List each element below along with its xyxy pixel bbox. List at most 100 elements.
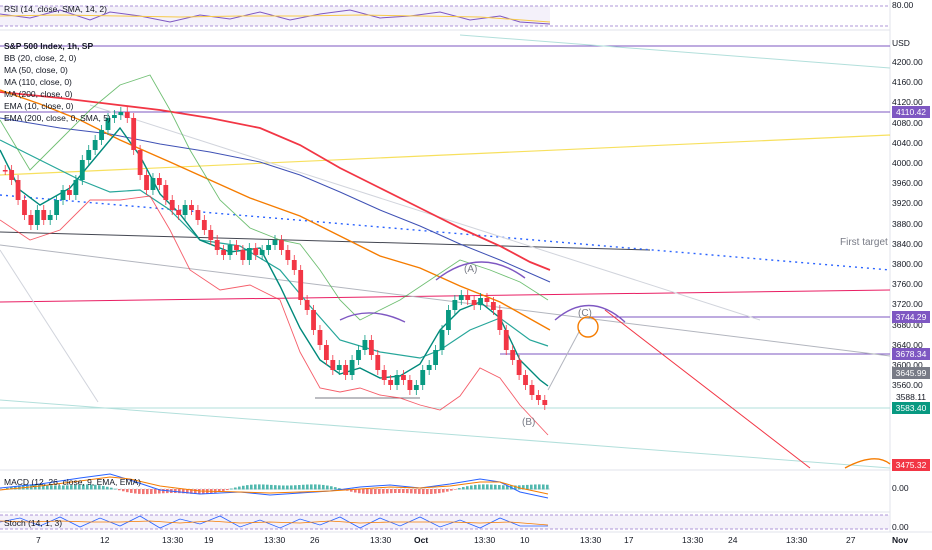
macd-bar — [494, 484, 497, 490]
legend-ema10[interactable]: EMA (10, close, 0) — [4, 101, 74, 111]
candle-body — [2, 170, 8, 172]
candle-body — [240, 250, 246, 260]
main-legend[interactable]: S&P 500 Index, 1h, SP BB (20, close, 2, … — [4, 40, 111, 124]
legend-bb[interactable]: BB (20, close, 2, 0) — [4, 53, 77, 63]
legend-ma200[interactable]: MA (200, close, 0) — [4, 89, 73, 99]
candle-body — [388, 380, 394, 385]
price-axis-tick: 3920.00 — [892, 198, 923, 209]
macd-bar — [446, 489, 449, 492]
price-axis-tick: 3880.00 — [892, 218, 923, 229]
candle-body — [452, 300, 458, 310]
currency-label[interactable]: USD — [892, 38, 910, 48]
macd-bar — [462, 487, 465, 490]
macd-bar — [514, 485, 517, 490]
candle-body — [484, 298, 490, 302]
price-axis-tick: 3960.00 — [892, 178, 923, 189]
macd-bar — [506, 485, 509, 490]
candle-body — [272, 240, 278, 245]
teal-channel-line — [0, 399, 891, 469]
bb-upper-line — [0, 74, 549, 321]
candle-body — [439, 330, 445, 350]
candle-body — [266, 245, 271, 250]
time-axis-tick: 27 — [846, 535, 856, 545]
candle-body — [356, 350, 361, 360]
candle-body — [22, 200, 27, 215]
macd-bar — [226, 489, 229, 491]
macd-bar — [174, 489, 177, 494]
macd-bar — [138, 489, 141, 494]
macd-bar — [190, 489, 193, 494]
candle-body — [298, 270, 304, 300]
macd-bar — [58, 485, 61, 490]
macd-bar — [530, 484, 533, 490]
dotted-blue-trendline — [0, 194, 891, 271]
bb-lower-line — [0, 195, 549, 436]
legend-ma110[interactable]: MA (110, close, 0) — [4, 77, 72, 87]
macd-bar — [314, 484, 317, 490]
candle-body — [407, 380, 413, 390]
candle-body — [221, 250, 227, 255]
macd-bar — [98, 485, 101, 490]
stoch-label[interactable]: Stoch (14, 1, 3) — [4, 518, 63, 528]
macd-bar — [498, 485, 501, 490]
macd-bar — [394, 489, 397, 494]
price-tag-3588: 3588.11 — [892, 391, 930, 403]
macd-bar — [46, 485, 49, 490]
macd-bar — [482, 484, 485, 490]
candle-body — [381, 370, 387, 380]
wave-c-arc — [554, 304, 626, 323]
candle-body — [465, 295, 471, 300]
macd-label[interactable]: MACD (12, 26, close, 9, EMA, EMA) — [4, 477, 141, 487]
macd-bar — [402, 489, 405, 494]
macd-bar — [266, 484, 269, 490]
time-axis-tick: Oct — [414, 535, 429, 545]
macd-bar — [406, 489, 409, 494]
candle-body — [420, 370, 426, 385]
gray-channel-line — [0, 244, 891, 357]
macd-bar — [294, 485, 297, 490]
stoch-axis-label: 0.00 — [892, 522, 909, 532]
macd-bar — [414, 489, 417, 494]
time-axis-tick: 10 — [520, 535, 530, 545]
macd-bar — [158, 489, 161, 494]
macd-bar — [450, 489, 453, 491]
candle-body — [112, 115, 117, 118]
candle-body — [214, 240, 220, 250]
projection-up — [547, 329, 581, 391]
macd-bar — [82, 484, 85, 490]
macd-bar — [418, 489, 421, 494]
macd-bar — [478, 484, 481, 490]
legend-symbol[interactable]: S&P 500 Index, 1h, SP — [4, 41, 94, 51]
rsi-label[interactable]: RSI (14, close, SMA, 14, 2) — [4, 4, 107, 14]
legend-ma50[interactable]: MA (50, close, 0) — [4, 65, 68, 75]
macd-bar — [38, 484, 41, 490]
macd-bar — [382, 489, 385, 494]
macd-bar — [526, 484, 529, 490]
macd-bar — [242, 485, 245, 490]
wave-c-circle — [577, 316, 599, 338]
candle-body — [156, 178, 162, 185]
price-axis-tick: 3800.00 — [892, 259, 923, 269]
macd-bar — [366, 489, 369, 494]
price-axis-tick: 4160.00 — [892, 77, 923, 88]
legend-ema200[interactable]: EMA (200, close, 0, SMA, 5) — [4, 113, 111, 123]
wave-c-label: (C) — [578, 308, 592, 319]
macd-bar — [370, 489, 373, 495]
macd-bar — [94, 484, 97, 490]
time-axis-tick: 19 — [204, 535, 214, 545]
macd-bar — [122, 489, 125, 492]
macd-bar — [278, 485, 281, 490]
price-axis-tick: 4040.00 — [892, 137, 923, 148]
price-tag-3583: 3583.40 — [892, 402, 930, 414]
macd-bar — [422, 489, 425, 495]
candle-body — [516, 360, 522, 375]
macd-bar — [534, 484, 537, 490]
macd-bar — [74, 484, 77, 490]
candle-body — [79, 160, 85, 180]
time-axis-tick: 13:30 — [682, 535, 704, 545]
candle-body — [375, 355, 381, 370]
macd-bar — [282, 485, 285, 490]
macd-bar — [54, 485, 57, 490]
candle-body — [497, 310, 503, 330]
